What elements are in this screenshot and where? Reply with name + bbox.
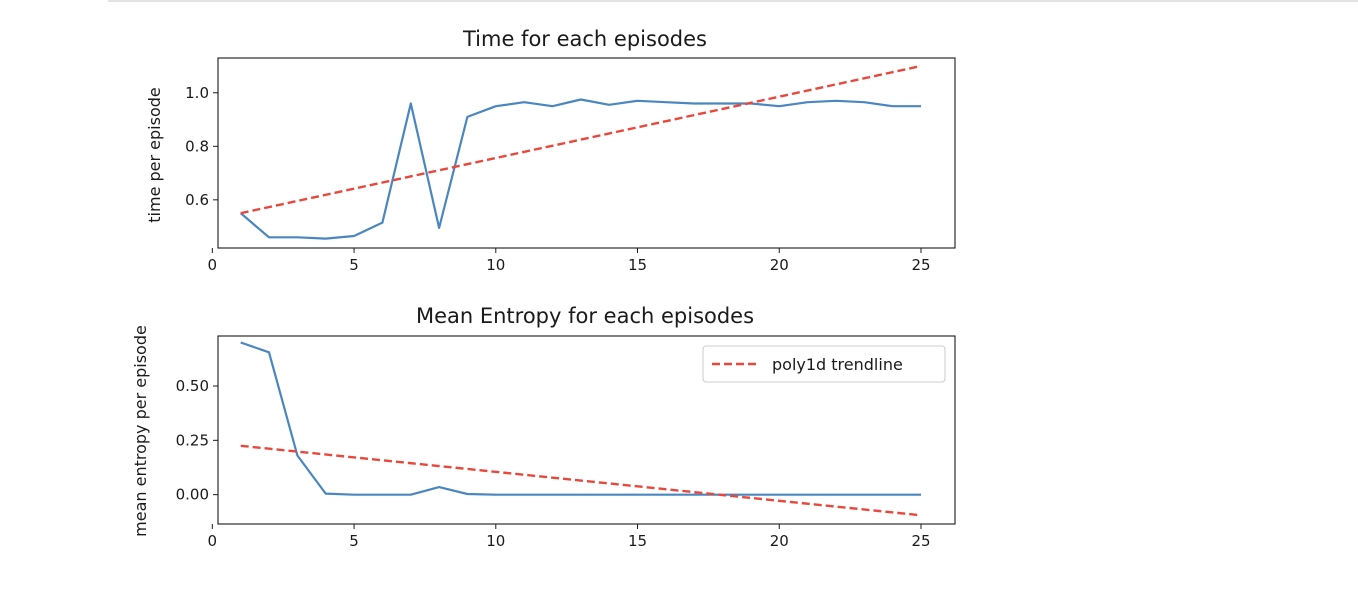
time-chart-plot-frame xyxy=(217,57,956,249)
time-chart-xtick-label: 20 xyxy=(770,256,789,274)
time-chart-xtick-label: 25 xyxy=(911,256,930,274)
time-chart-xtick-label: 15 xyxy=(628,256,647,274)
entropy-chart-plot-frame xyxy=(217,335,956,525)
entropy-chart-xtick-label: 0 xyxy=(208,532,218,550)
entropy-chart-ytick-label: 0.50 xyxy=(176,377,209,395)
time-chart-ytick-label: 1.0 xyxy=(185,84,209,102)
time-chart-series-0-line xyxy=(239,98,921,240)
time-chart-title: Time for each episodes xyxy=(462,27,707,51)
entropy-chart-xtick-label: 15 xyxy=(628,532,647,550)
entropy-chart-xtick-label: 25 xyxy=(911,532,930,550)
cell-top-divider xyxy=(108,0,1358,2)
entropy-chart-xtick-label: 20 xyxy=(770,532,789,550)
time-chart-ytick-label: 0.8 xyxy=(185,137,209,155)
entropy-chart-series-1-trendline xyxy=(240,444,922,517)
time-chart-ytick-label: 0.6 xyxy=(185,191,209,209)
entropy-chart-ytick-label: 0.00 xyxy=(176,486,209,504)
entropy-chart-ytick-label: 0.25 xyxy=(176,431,209,449)
time-chart-series-1-trendline xyxy=(240,64,922,215)
time-chart-xtick-label: 10 xyxy=(486,256,505,274)
time-chart-ylabel: time per episode xyxy=(145,87,164,222)
entropy-chart-title: Mean Entropy for each episodes xyxy=(416,304,754,328)
time-chart: Time for each episodes time per episode … xyxy=(145,27,956,274)
entropy-chart-series-0-line xyxy=(240,341,921,496)
legend-frame xyxy=(702,345,946,383)
time-chart-xtick-label: 0 xyxy=(208,256,218,274)
entropy-chart-xtick-label: 5 xyxy=(349,532,359,550)
time-chart-xtick-label: 5 xyxy=(349,256,359,274)
legend-label-trendline: poly1d trendline xyxy=(772,355,903,374)
entropy-chart-ylabel: mean entropy per episode xyxy=(131,325,150,537)
entropy-chart: Mean Entropy for each episodes mean entr… xyxy=(131,304,956,550)
entropy-chart-legend: poly1d trendline xyxy=(702,345,946,383)
entropy-chart-xtick-label: 10 xyxy=(486,532,505,550)
